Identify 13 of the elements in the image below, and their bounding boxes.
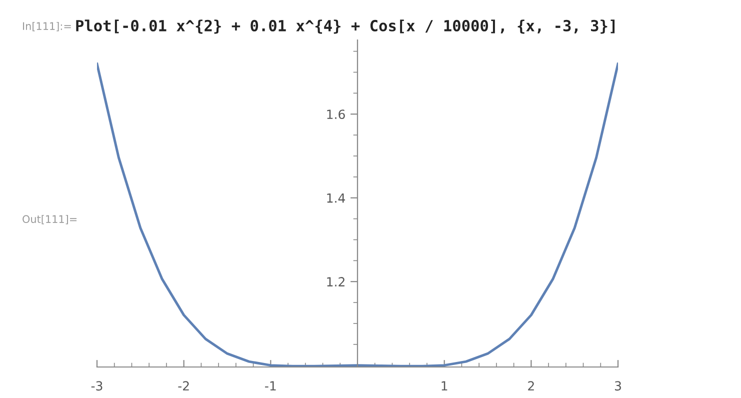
x-tick-label: -1 xyxy=(265,381,276,390)
x-tick-label: 2 xyxy=(528,381,534,390)
x-tick-label: -2 xyxy=(178,381,189,390)
x-tick-label: 3 xyxy=(614,381,621,391)
text: In[111]:= xyxy=(23,22,71,32)
y-tick-label: 1.2 xyxy=(327,277,344,286)
y-tick-label: 1.6 xyxy=(327,110,345,120)
text: Out[111]= xyxy=(22,214,77,224)
x-tick-label: -3 xyxy=(91,381,102,391)
x-tick-label: 1 xyxy=(442,381,448,390)
text: Plot[-0.01 x^{2} + 0.01 x^{4} + Cos[x / 10000], {x, -3, 3}] xyxy=(76,20,615,34)
y-tick-label: 1.4 xyxy=(327,193,345,203)
line-series xyxy=(97,62,618,367)
